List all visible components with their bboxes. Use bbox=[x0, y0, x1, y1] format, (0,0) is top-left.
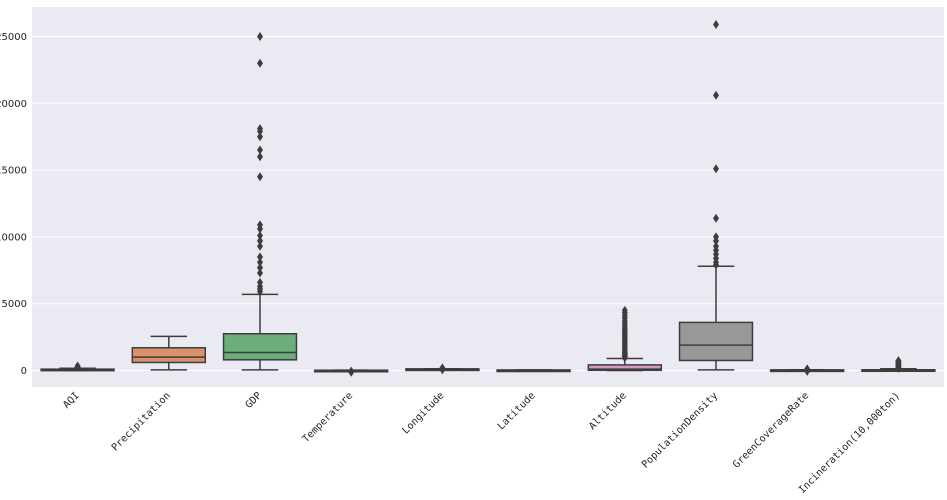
x-tick-label: GDP bbox=[244, 390, 265, 411]
outlier-point bbox=[713, 164, 719, 174]
box-incineration-10-000ton- bbox=[861, 356, 936, 373]
box-gdp bbox=[222, 32, 298, 371]
outlier-point bbox=[713, 19, 719, 29]
outlier-point bbox=[257, 236, 263, 246]
outlier-point bbox=[257, 124, 263, 134]
outlier-point bbox=[804, 364, 811, 374]
outlier-point bbox=[257, 32, 263, 41]
y-tick-label: 10000 bbox=[0, 232, 27, 243]
outlier-point bbox=[439, 363, 446, 373]
outlier-point bbox=[74, 361, 81, 371]
x-axis: AQI Precipitation GDP Temperature Longitude L… bbox=[61, 390, 902, 496]
x-tick-label: Longitude bbox=[400, 390, 446, 436]
outlier-point bbox=[621, 305, 628, 315]
outlier-point bbox=[257, 263, 263, 273]
outlier-point bbox=[895, 356, 902, 366]
outlier-point bbox=[713, 241, 719, 251]
y-tick-label: 15000 bbox=[0, 166, 27, 177]
outlier-point bbox=[257, 145, 263, 155]
y-tick-label: 25000 bbox=[0, 32, 27, 43]
box-altitude bbox=[587, 305, 663, 372]
outlier-point bbox=[713, 213, 719, 223]
outlier-point bbox=[257, 231, 263, 241]
iqr-box bbox=[587, 364, 663, 371]
box-longitude bbox=[405, 363, 480, 375]
outlier-point bbox=[257, 241, 263, 251]
box-populationdensity bbox=[678, 19, 754, 371]
outlier-point bbox=[257, 58, 263, 68]
outlier-point bbox=[257, 132, 263, 142]
iqr-box bbox=[222, 333, 298, 361]
box-greencoveragerate bbox=[769, 364, 845, 376]
x-tick-label: Latitude bbox=[496, 390, 538, 432]
box-latitude bbox=[496, 369, 571, 373]
x-tick-label: PopulationDensity bbox=[640, 390, 720, 470]
outlier-point bbox=[257, 277, 263, 287]
box-series bbox=[40, 19, 936, 377]
x-tick-label: Incineration(10,000ton) bbox=[797, 390, 903, 496]
x-tick-label: Altitude bbox=[587, 390, 629, 432]
box-temperature bbox=[313, 366, 389, 377]
outlier-point bbox=[257, 268, 263, 278]
outlier-point bbox=[713, 90, 719, 100]
iqr-box bbox=[678, 321, 754, 362]
outlier-point bbox=[257, 220, 263, 230]
outlier-point bbox=[257, 257, 263, 267]
outlier-point bbox=[348, 367, 355, 377]
x-tick-label: Temperature bbox=[301, 390, 356, 445]
y-tick-label: 20000 bbox=[0, 99, 27, 110]
x-tick-label: GreenCoverageRate bbox=[731, 390, 811, 470]
outlier-point bbox=[257, 172, 263, 182]
y-tick-label: 5000 bbox=[2, 299, 27, 310]
outlier-point bbox=[713, 232, 719, 242]
y-axis: 0 5000 10000 15000 20000 25000 bbox=[0, 32, 27, 377]
outlier-point bbox=[257, 152, 263, 162]
x-tick-label: AQI bbox=[61, 390, 82, 411]
y-tick-label: 0 bbox=[21, 366, 27, 377]
box-aqi bbox=[40, 361, 115, 372]
box-precipitation bbox=[131, 335, 207, 371]
iqr-box bbox=[131, 347, 207, 364]
x-tick-label: Precipitation bbox=[110, 390, 173, 453]
outlier-point bbox=[257, 252, 263, 262]
plot-area bbox=[32, 7, 944, 387]
